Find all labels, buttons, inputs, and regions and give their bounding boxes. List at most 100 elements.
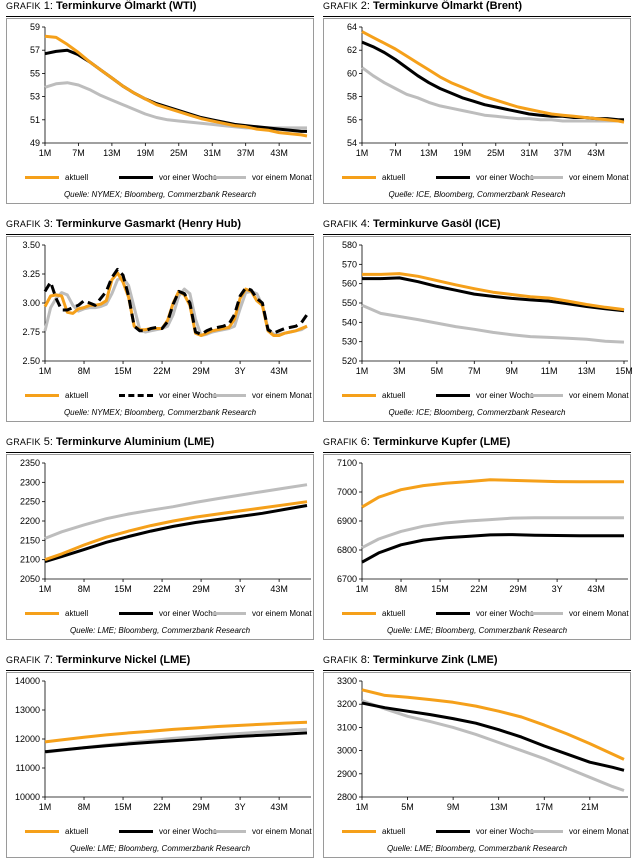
series-line-monat: [44, 483, 308, 540]
x-tick-label: 19M: [137, 148, 155, 158]
x-tick-label: 29M: [192, 802, 210, 812]
x-tick-label: 11M: [541, 366, 558, 376]
title-rule: [323, 234, 631, 235]
legend-swatch-aktuell: [342, 830, 376, 834]
legend-swatch-monat: [529, 612, 563, 616]
chart-number: 4: [360, 218, 367, 230]
legend-label: aktuell: [382, 827, 406, 836]
y-tick-label: 3100: [337, 722, 357, 732]
x-tick-label: 15M: [114, 366, 132, 376]
x-tick-label: 17M: [536, 802, 554, 812]
x-tick-label: 43M: [270, 584, 288, 594]
title-rule: [6, 670, 314, 671]
chart-legend: aktuell vor einer Woche vor einem Monat: [324, 823, 630, 843]
chart-source: Quelle: LME; Bloomberg, Commerzbank Rese…: [69, 844, 251, 853]
legend-label: aktuell: [382, 609, 406, 618]
y-tick-label: 6800: [337, 545, 357, 555]
legend-label: vor einem Monat: [569, 391, 629, 400]
chart-source: Quelle: ICE; Bloomberg, Commerzbank Rese…: [388, 408, 566, 417]
chart-title-text: Terminkurve Ölmarkt (Brent): [373, 0, 522, 12]
y-tick-label: 6700: [337, 574, 357, 584]
chart-frame: 3.50 3.25 3.00 2.75 2.50 1M 8M 15M 22M 29M 3Y 43M ak…: [6, 236, 314, 422]
legend-swatch-monat: [212, 830, 246, 834]
chart-number: 8: [360, 654, 367, 666]
x-tick-label: 37M: [237, 148, 255, 158]
legend-swatch-aktuell: [25, 394, 59, 398]
y-tick-label: 3300: [337, 676, 357, 686]
x-tick-label: 1M: [356, 802, 369, 812]
y-tick-label: 540: [342, 317, 357, 327]
x-tick-label: 3M: [393, 366, 406, 376]
legend-item-aktuell: aktuell: [342, 391, 405, 400]
x-tick-label: 15M: [114, 802, 132, 812]
chart-prefix: GRAFIK: [6, 437, 41, 447]
chart-panel-1: GRAFIK 1: Terminkurve Ölmarkt (WTI) 59 57 5…: [6, 0, 314, 212]
x-tick-label: 15M: [114, 584, 132, 594]
series-line-aktuell: [44, 34, 308, 138]
y-tick-label: 60: [347, 68, 357, 78]
legend-item-woche: vor einer Woche: [436, 173, 534, 182]
y-tick-label: 580: [342, 240, 357, 250]
y-tick-label: 55: [30, 68, 40, 78]
y-tick-label: 54: [347, 138, 357, 148]
chart-source: Quelle: LME; Bloomberg, Commerzbank Rese…: [69, 626, 251, 635]
chart-frame: 580 570 560 550 540 530 520 1M 3M 5M 7M 9M 11M 13M 15M…: [323, 236, 633, 422]
y-tick-label: 3.00: [22, 298, 40, 308]
chart-frame: 14000 13000 12000 11000 10000 1M 8M 15M 22M 29M 3Y…: [6, 672, 314, 858]
chart-source: Quelle: ICE, Bloomberg, Commerzbank Rese…: [388, 190, 566, 199]
chart-title-text: Terminkurve Gasmarkt (Henry Hub): [56, 218, 242, 230]
y-tick-label: 56: [347, 115, 357, 125]
x-tick-label: 3Y: [552, 584, 563, 594]
legend-item-woche: vor einer Woche: [436, 827, 534, 836]
x-tick-label: 25M: [170, 148, 188, 158]
chart-legend: aktuell vor einer Woche vor einem Monat: [7, 387, 313, 407]
x-tick-label: 9M: [447, 802, 460, 812]
legend-swatch-aktuell: [342, 394, 376, 398]
series-line-monat: [361, 699, 625, 792]
legend-item-woche: vor einer Woche: [119, 827, 217, 836]
y-tick-label: 2.75: [22, 327, 40, 337]
chart-panel-2: GRAFIK 2: Terminkurve Ölmarkt (Brent) 64 6…: [323, 0, 631, 212]
y-tick-label: 3200: [337, 699, 357, 709]
chart-source: Quelle: NYMEX; Bloomberg, Commerzbank Re…: [63, 408, 257, 417]
chart-frame: 7100 7000 6900 6800 6700 1M 8M 15M 22M 29M 3Y 43M ak…: [323, 454, 631, 640]
x-tick-label: 15M: [431, 584, 449, 594]
series-line-aktuell: [362, 272, 625, 312]
y-tick-label: 2350: [20, 458, 40, 468]
x-tick-label: 22M: [153, 802, 171, 812]
y-tick-label: 2900: [337, 769, 357, 779]
legend-swatch-woche: [436, 176, 470, 180]
chart-title: GRAFIK 2: Terminkurve Ölmarkt (Brent): [323, 0, 522, 12]
x-tick-label: 31M: [520, 148, 538, 158]
y-tick-label: 49: [30, 138, 40, 148]
legend-item-woche: vor einer Woche: [119, 609, 217, 618]
x-tick-label: 29M: [509, 584, 527, 594]
y-tick-label: 2300: [20, 477, 40, 487]
x-tick-label: 13M: [578, 366, 596, 376]
chart-title: GRAFIK 6: Terminkurve Kupfer (LME): [323, 436, 511, 448]
legend-label: aktuell: [65, 173, 89, 182]
legend-item-monat: vor einem Monat: [529, 609, 629, 618]
legend-swatch-monat: [212, 612, 246, 616]
title-rule: [6, 16, 314, 17]
legend-item-monat: vor einem Monat: [212, 827, 312, 836]
x-tick-label: 25M: [487, 148, 505, 158]
y-tick-label: 520: [342, 356, 357, 366]
legend-item-woche: vor einer Woche: [436, 609, 534, 618]
legend-label: vor einem Monat: [252, 391, 312, 400]
series-line-aktuell: [44, 720, 308, 744]
x-tick-label: 7M: [389, 148, 402, 158]
chart-panel-3: GRAFIK 3: Terminkurve Gasmarkt (Henry Hu…: [6, 218, 314, 430]
chart-prefix: GRAFIK: [6, 219, 41, 229]
chart-legend: aktuell vor einer Woche vor einem Monat: [324, 169, 630, 189]
chart-prefix: GRAFIK: [323, 437, 358, 447]
x-tick-label: 15M: [615, 366, 633, 376]
y-tick-label: 12000: [15, 734, 40, 744]
chart-source: Quelle: NYMEX; Bloomberg, Commerzbank Re…: [63, 190, 257, 199]
series-line-aktuell: [361, 478, 624, 509]
legend-swatch-woche: [436, 830, 470, 834]
